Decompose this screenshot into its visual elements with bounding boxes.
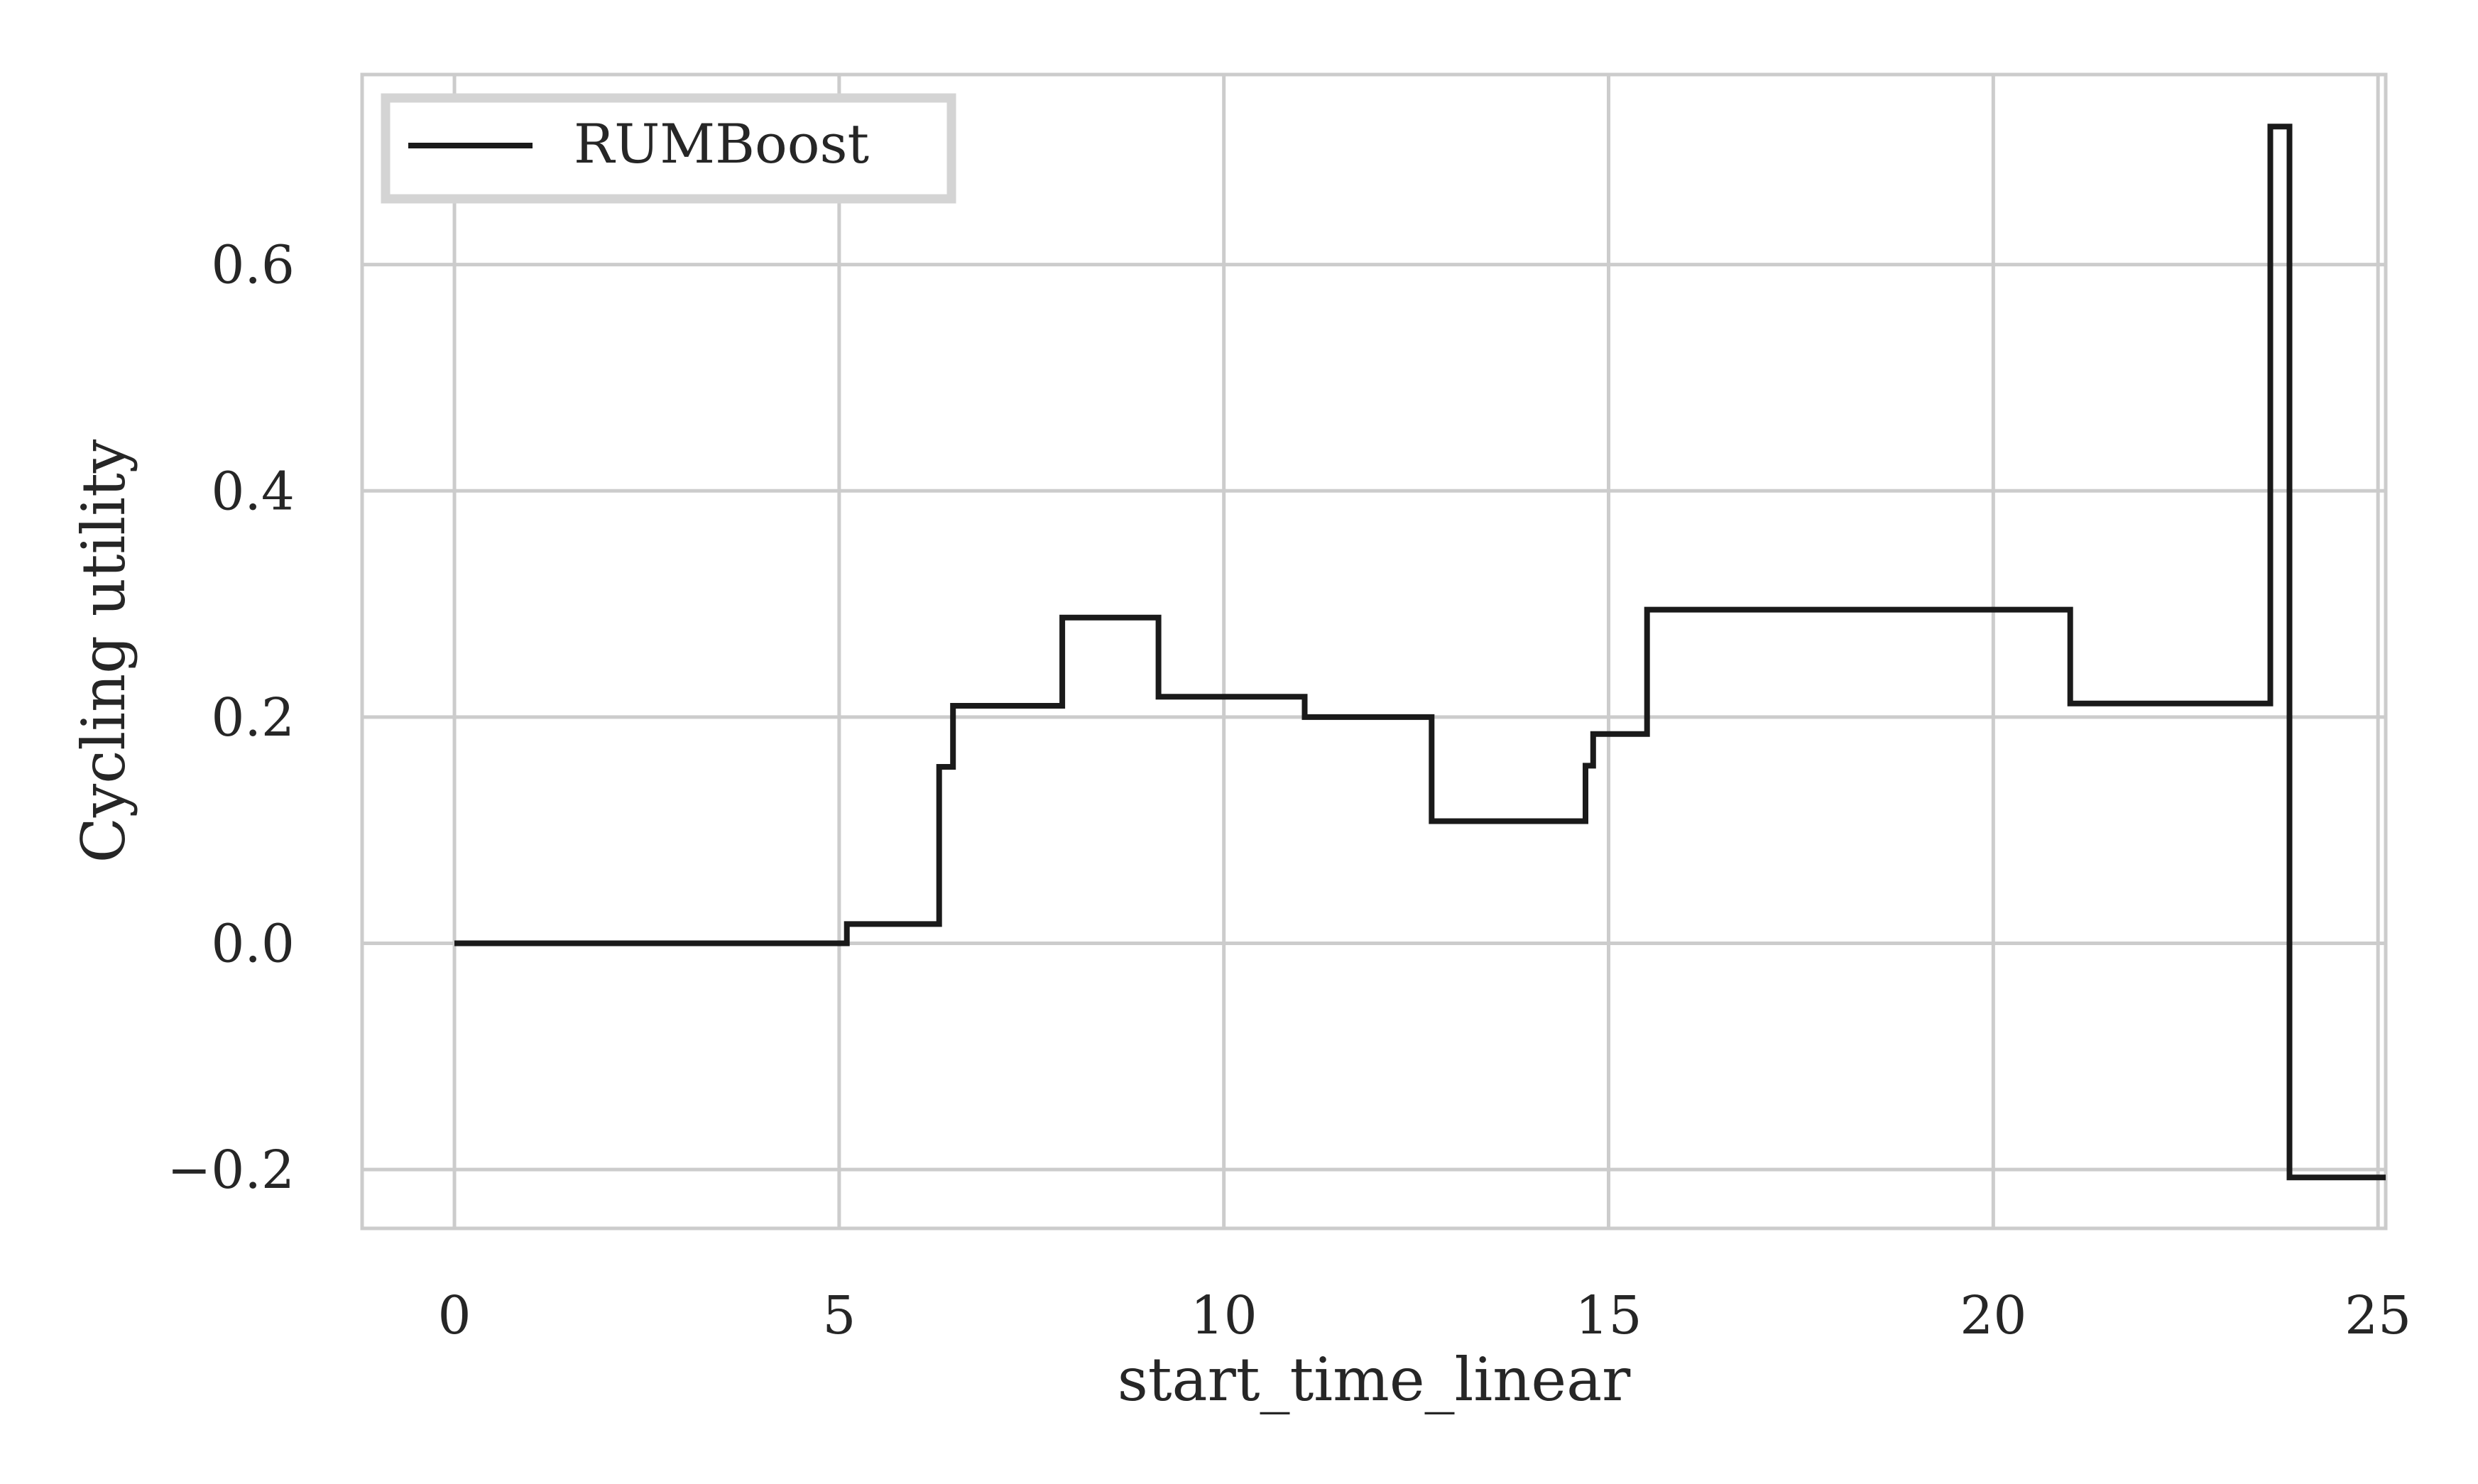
y-tick-label: 0.2 [211, 687, 295, 748]
x-tick-label: 15 [1575, 1285, 1642, 1346]
y-tick-label: 0.4 [211, 461, 295, 522]
x-tick-label: 5 [822, 1285, 856, 1346]
legend-label-rumboost: RUMBoost [574, 112, 869, 175]
x-tick-label: 0 [437, 1285, 471, 1346]
y-tick-label: 0.0 [211, 914, 295, 975]
x-axis-label: start_time_linear [1118, 1345, 1631, 1414]
plot-frame [360, 72, 2388, 1231]
series-layer [454, 124, 2386, 1181]
x-tick-label: 20 [1960, 1285, 2026, 1346]
x-tick-label: 25 [2345, 1285, 2411, 1346]
y-tick-label: −0.2 [167, 1140, 295, 1201]
series-line-rumboost [454, 124, 2386, 1181]
plot-background [362, 75, 2386, 1228]
y-tick-label: 0.6 [211, 235, 295, 296]
x-tick-label: 10 [1191, 1285, 1257, 1346]
y-axis-label: Cycling utility [69, 439, 138, 863]
legend: RUMBoost [381, 93, 956, 204]
tick-labels: 0 5 10 15 20 25 −0.2 0.0 0.2 0.4 0.6 [167, 235, 2411, 1346]
